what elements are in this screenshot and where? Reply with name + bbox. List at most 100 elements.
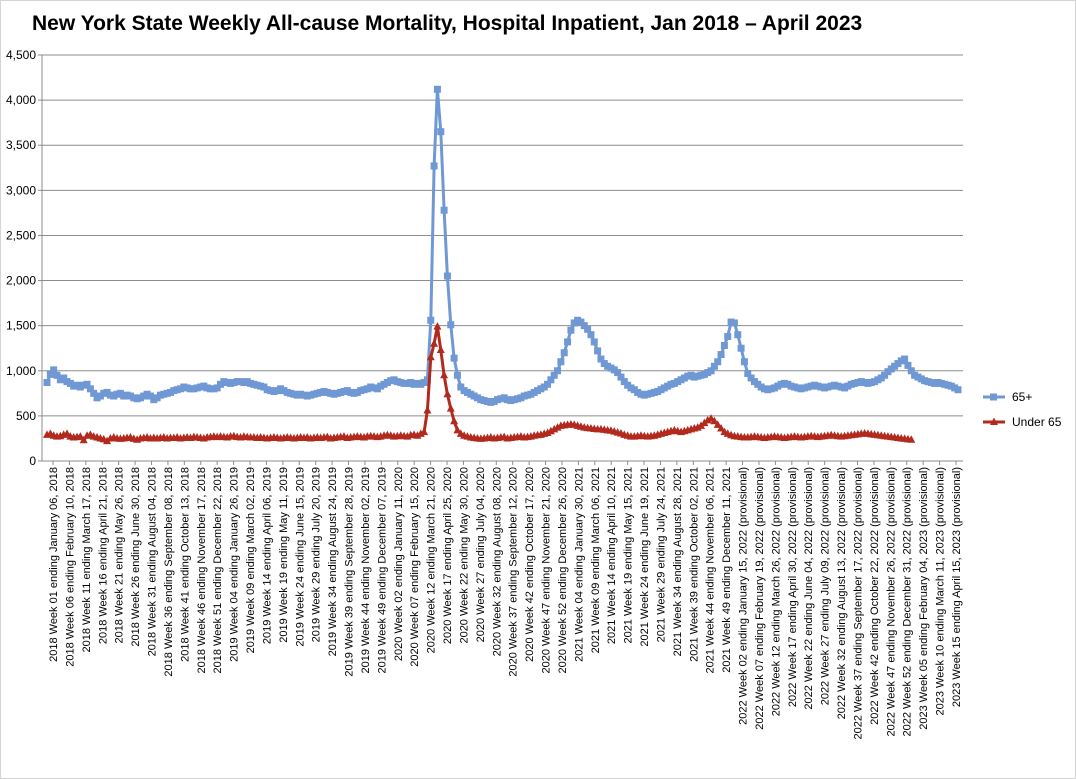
data-point bbox=[447, 321, 455, 329]
data-point bbox=[446, 404, 455, 412]
data-point bbox=[430, 162, 438, 170]
x-tick-label: 2020 Week 02 ending January 11, 2020 bbox=[393, 467, 405, 661]
data-point bbox=[50, 366, 58, 374]
gridlines bbox=[42, 54, 963, 417]
x-tick-label: 2021 Week 04 ending January 30, 2021 bbox=[573, 467, 585, 662]
data-point bbox=[710, 362, 718, 370]
data-point bbox=[707, 367, 715, 375]
data-point bbox=[720, 342, 728, 350]
y-tick-label: 2,000 bbox=[6, 274, 36, 288]
data-point bbox=[881, 371, 889, 379]
data-point bbox=[714, 358, 722, 366]
x-tick-label: 2020 Week 32 ending August 08, 2020 bbox=[491, 467, 503, 656]
data-point bbox=[747, 374, 755, 382]
data-point bbox=[584, 325, 592, 333]
x-tick-label: 2019 Week 19 ending May 11, 2019 bbox=[278, 467, 290, 643]
data-point bbox=[453, 425, 462, 434]
series-0 bbox=[43, 85, 962, 406]
data-point bbox=[43, 379, 51, 387]
x-tick-label: 2018 Week 06 ending February 10, 2018 bbox=[64, 467, 76, 667]
x-tick-label: 2018 Week 41 ending October 13, 2018 bbox=[179, 467, 191, 662]
y-tick-label: 500 bbox=[16, 409, 36, 423]
x-tick-label: 2022 Week 17 ending April 30, 2022 (prov… bbox=[787, 467, 799, 707]
data-point bbox=[437, 128, 445, 136]
data-point bbox=[433, 322, 442, 330]
data-point bbox=[744, 369, 752, 377]
x-tick-label: 2019 Week 34 ending August 24, 2019 bbox=[327, 467, 339, 656]
x-tick-label: 2020 Week 47 ending November 21, 2020 bbox=[541, 467, 553, 674]
data-point bbox=[560, 349, 568, 357]
legend-marker bbox=[990, 417, 998, 425]
x-tick-label: 2023 Week 10 ending March 11, 2023 (prov… bbox=[935, 467, 947, 715]
data-point bbox=[587, 331, 595, 339]
x-tick-label: 2022 Week 07 ending February 19, 2022 (p… bbox=[754, 467, 766, 730]
x-tick-label: 2022 Week 27 ending July 09, 2022 (provi… bbox=[820, 467, 832, 705]
data-point bbox=[901, 355, 909, 363]
data-point bbox=[443, 389, 452, 398]
data-point bbox=[443, 272, 451, 280]
x-tick-label: 2018 Week 51 ending December 22, 2018 bbox=[212, 467, 224, 674]
x-tick-label: 2022 Week 22 ending June 04, 2022 (provi… bbox=[803, 467, 815, 710]
series-line bbox=[45, 87, 959, 404]
x-tick-label: 2020 Week 17 ending April 25, 2020 bbox=[442, 467, 454, 644]
series-layer bbox=[43, 85, 962, 445]
data-point bbox=[617, 373, 625, 381]
x-tick-label: 2020 Week 52 ending December 26, 2020 bbox=[557, 467, 569, 674]
y-tick-label: 0 bbox=[29, 454, 36, 468]
data-point bbox=[710, 416, 719, 425]
y-tick-label: 1,000 bbox=[6, 364, 36, 378]
x-tick-label: 2018 Week 11 ending March 17, 2018 bbox=[81, 467, 93, 653]
data-point bbox=[423, 405, 432, 414]
x-tick-label: 2021 Week 19 ending May 15, 2021 bbox=[623, 467, 635, 644]
data-point bbox=[567, 326, 575, 334]
data-point bbox=[554, 367, 562, 375]
x-tick-label: 2020 Week 22 ending May 30, 2020 bbox=[458, 467, 470, 644]
y-tick-label: 4,500 bbox=[6, 48, 36, 62]
data-point bbox=[717, 424, 726, 432]
axes bbox=[41, 55, 963, 462]
x-tick-label: 2021 Week 14 ending April 10, 2021 bbox=[606, 467, 618, 644]
x-tick-label: 2021 Week 29 ending July 24, 2021 bbox=[655, 467, 667, 642]
data-point bbox=[564, 338, 572, 346]
data-point bbox=[907, 367, 915, 375]
x-tick-label: 2020 Week 37 ending September 12, 2020 bbox=[508, 467, 520, 677]
y-tick-label: 3,500 bbox=[6, 138, 36, 152]
x-tick-label: 2019 Week 09 ending March 02, 2019 bbox=[245, 467, 257, 653]
data-point bbox=[60, 374, 68, 382]
data-point bbox=[590, 338, 598, 346]
x-tick-label: 2018 Week 21 ending May 26, 2018 bbox=[114, 467, 126, 644]
x-tick-label: 2018 Week 31 ending August 04, 2018 bbox=[147, 467, 159, 656]
x-tick-label: 2018 Week 46 ending November 17, 2018 bbox=[196, 467, 208, 674]
data-point bbox=[904, 361, 912, 369]
y-tick-label: 3,000 bbox=[6, 183, 36, 197]
data-point bbox=[557, 358, 565, 366]
chart-title: New York State Weekly All-cause Mortalit… bbox=[32, 12, 863, 35]
data-point bbox=[453, 371, 461, 379]
y-axis-ticks: 0 500 1,000 1,500 2,000 2,500 3,000 3,500 4,000 4… bbox=[6, 48, 42, 468]
y-tick-label: 2,500 bbox=[6, 228, 36, 242]
x-tick-label: 2019 Week 29 ending July 20, 2019 bbox=[311, 467, 323, 642]
data-point bbox=[53, 371, 61, 379]
data-point bbox=[594, 347, 602, 355]
x-tick-label: 2018 Week 16 ending April 21, 2018 bbox=[97, 467, 109, 644]
x-tick-label: 2022 Week 02 ending January 15, 2022 (pr… bbox=[738, 467, 750, 725]
data-point bbox=[86, 385, 94, 393]
x-tick-label: 2021 Week 09 ending March 06, 2021 bbox=[590, 467, 602, 653]
legend: 65+ Under 65 bbox=[983, 390, 1062, 429]
x-tick-label: 2022 Week 37 ending September 17, 2022 (… bbox=[852, 467, 864, 740]
data-point bbox=[79, 435, 88, 444]
legend-marker bbox=[990, 393, 997, 401]
data-point bbox=[550, 371, 558, 379]
x-tick-label: 2020 Week 12 ending March 21, 2020 bbox=[426, 467, 438, 653]
x-tick-label: 2022 Week 12 ending March 26, 2022 (prov… bbox=[770, 467, 782, 716]
data-point bbox=[427, 316, 435, 324]
data-point bbox=[436, 345, 445, 354]
data-point bbox=[597, 355, 605, 363]
data-point bbox=[213, 384, 221, 392]
x-tick-label: 2021 Week 44 ending November 06, 2021 bbox=[705, 467, 717, 674]
data-point bbox=[426, 352, 435, 361]
y-tick-label: 4,000 bbox=[6, 93, 36, 107]
data-point bbox=[717, 351, 725, 359]
data-point bbox=[90, 389, 98, 397]
